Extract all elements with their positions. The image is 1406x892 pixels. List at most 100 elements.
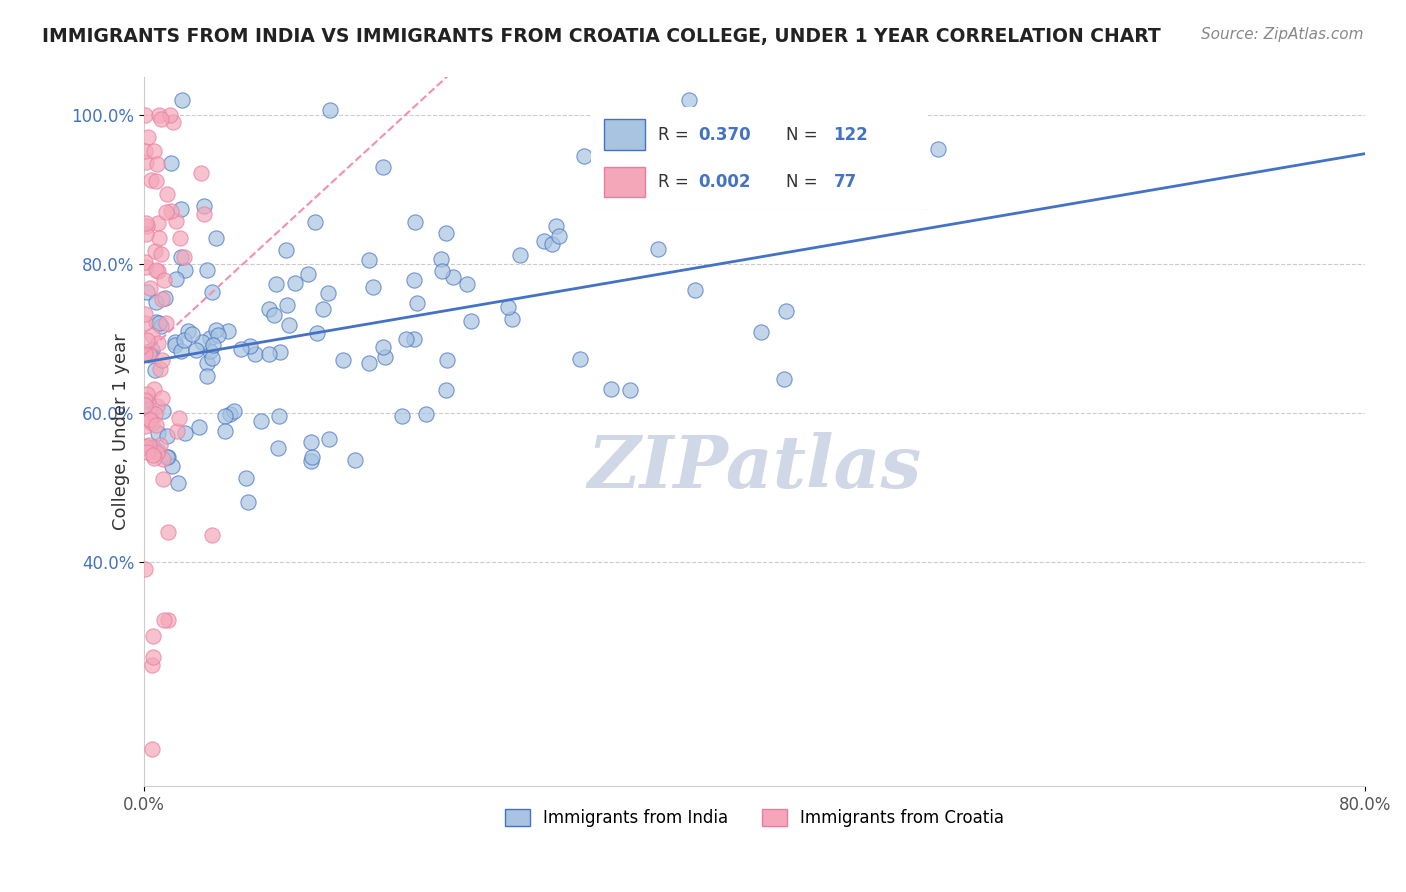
Point bbox=[141, 327, 163, 342]
Point bbox=[775, 304, 797, 318]
Text: 77: 77 bbox=[834, 173, 856, 191]
Point bbox=[138, 348, 160, 362]
Point bbox=[301, 450, 323, 464]
Point bbox=[143, 407, 166, 421]
Point bbox=[772, 372, 794, 386]
Point bbox=[150, 293, 173, 307]
Point bbox=[136, 387, 159, 401]
Point bbox=[148, 108, 170, 122]
Point bbox=[357, 252, 380, 267]
Point bbox=[201, 351, 224, 366]
Point bbox=[276, 298, 298, 312]
Point bbox=[257, 301, 280, 316]
Point bbox=[169, 410, 191, 425]
Point bbox=[257, 347, 280, 361]
Point bbox=[361, 280, 384, 294]
Point bbox=[146, 425, 169, 440]
Point bbox=[160, 204, 183, 219]
Point bbox=[434, 384, 457, 398]
Point bbox=[277, 318, 299, 332]
Point bbox=[139, 347, 162, 361]
Bar bbox=[605, 167, 644, 197]
Point bbox=[150, 247, 173, 261]
Point bbox=[202, 338, 225, 352]
Point bbox=[148, 317, 170, 331]
Point bbox=[141, 658, 163, 673]
Point bbox=[135, 155, 157, 169]
Point bbox=[145, 244, 167, 258]
Point bbox=[138, 129, 160, 144]
Point bbox=[749, 325, 772, 339]
Point bbox=[134, 562, 156, 576]
Point bbox=[359, 356, 381, 370]
Point bbox=[441, 269, 464, 284]
Point bbox=[149, 319, 172, 334]
Point bbox=[219, 407, 242, 421]
Point bbox=[200, 344, 222, 359]
Point bbox=[141, 741, 163, 756]
Point bbox=[152, 404, 174, 418]
Point bbox=[236, 495, 259, 509]
Point bbox=[222, 404, 245, 418]
Point bbox=[135, 216, 157, 230]
Point bbox=[195, 369, 218, 384]
Point bbox=[136, 333, 159, 347]
Point bbox=[186, 343, 208, 357]
Point bbox=[153, 291, 176, 305]
Point bbox=[546, 219, 568, 233]
Point bbox=[318, 433, 340, 447]
Point bbox=[156, 450, 179, 464]
Point bbox=[264, 277, 287, 291]
Point bbox=[647, 242, 669, 256]
Point bbox=[145, 315, 167, 329]
Point bbox=[160, 459, 183, 474]
Point bbox=[134, 419, 156, 434]
Point bbox=[139, 173, 162, 187]
Point bbox=[163, 335, 186, 350]
Point bbox=[152, 614, 174, 628]
Point bbox=[332, 353, 354, 368]
Point bbox=[135, 227, 157, 241]
Point bbox=[927, 142, 949, 156]
Point bbox=[299, 454, 322, 468]
Point bbox=[541, 236, 564, 251]
Text: N =: N = bbox=[786, 173, 818, 191]
Point bbox=[619, 384, 641, 398]
Point bbox=[415, 407, 437, 421]
Point bbox=[193, 207, 215, 221]
Point bbox=[180, 326, 202, 341]
Point bbox=[395, 332, 418, 346]
Point bbox=[170, 93, 193, 107]
Point bbox=[152, 392, 174, 406]
Point bbox=[134, 347, 156, 361]
Point bbox=[142, 450, 165, 465]
Point bbox=[146, 444, 169, 458]
Point bbox=[371, 161, 394, 175]
Point bbox=[176, 324, 198, 338]
Point bbox=[146, 400, 169, 414]
Point bbox=[683, 283, 706, 297]
Point bbox=[167, 475, 190, 490]
Point bbox=[344, 452, 367, 467]
Point bbox=[173, 426, 195, 441]
Point bbox=[269, 409, 291, 424]
Point bbox=[319, 103, 342, 117]
Text: ZIPatlas: ZIPatlas bbox=[588, 432, 921, 502]
Point bbox=[191, 335, 214, 350]
Point bbox=[263, 308, 285, 322]
Point bbox=[214, 409, 236, 424]
Point bbox=[148, 335, 170, 350]
Point bbox=[150, 353, 173, 368]
Point bbox=[152, 472, 174, 486]
Point bbox=[316, 286, 339, 301]
Point bbox=[135, 439, 157, 453]
Point bbox=[155, 316, 177, 330]
Point bbox=[201, 285, 224, 299]
Point bbox=[142, 629, 165, 643]
Point bbox=[141, 416, 163, 430]
Point bbox=[312, 301, 335, 316]
Point bbox=[143, 144, 166, 158]
Point bbox=[269, 345, 291, 359]
Point bbox=[165, 214, 187, 228]
Y-axis label: College, Under 1 year: College, Under 1 year bbox=[112, 334, 131, 530]
